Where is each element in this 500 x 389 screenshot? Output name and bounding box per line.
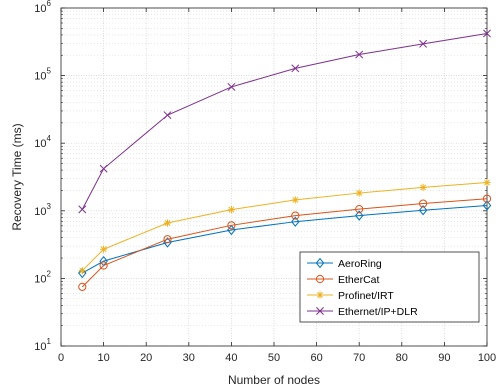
data-point-ethercat: [78, 282, 87, 291]
series-ethercat: [78, 194, 492, 291]
y-tick-label: 104: [34, 134, 51, 150]
data-point-ethernet-ip-dlr: [419, 39, 428, 48]
legend-marker-ethernet-ip-dlr: [316, 307, 324, 315]
data-point-ethercat: [163, 235, 172, 244]
x-tick-label: 40: [225, 352, 237, 364]
data-point-profinet-irt: [483, 178, 491, 187]
data-point-ethercat: [355, 204, 364, 214]
y-tick-label: 101: [34, 337, 51, 353]
data-point-aeroring: [418, 205, 428, 216]
data-point-ethercat: [227, 221, 236, 230]
x-axis-label: Number of nodes: [228, 373, 320, 387]
grid: [60, 7, 488, 347]
data-point-profinet-irt: [227, 206, 235, 214]
legend: AeroRing EtherCat Profinet/IRT Ethernet/IP+…: [299, 251, 480, 323]
x-tick-label: 50: [268, 352, 280, 364]
series-line-profinet-irt: [81, 182, 488, 272]
series-line-ethernet-ip-dlr: [81, 32, 488, 210]
y-tick-label: 106: [34, 0, 51, 15]
data-point-profinet-irt: [419, 183, 427, 191]
x-tick-label: 20: [140, 352, 152, 364]
legend-label-profinet-irt: Profinet/IRT: [338, 290, 394, 302]
series-profinet-irt: [78, 178, 491, 275]
x-tick-label: 60: [310, 352, 322, 364]
data-point-aeroring: [163, 237, 172, 248]
data-point-ethernet-ip-dlr: [483, 29, 491, 38]
legend-marker-profinet-irt: [316, 291, 324, 299]
x-tick-label: 80: [396, 352, 408, 364]
series-line-aeroring: [82, 204, 488, 274]
series-layer: [78, 29, 492, 291]
x-tick-label: 100: [478, 352, 496, 364]
legend-box: [299, 251, 480, 323]
legend-label-ethercat: EtherCat: [338, 274, 380, 286]
x-tick-label: 0: [58, 352, 64, 364]
data-point-ethernet-ip-dlr: [99, 164, 108, 173]
legend-item-profinet-irt: Profinet/IRT: [307, 290, 394, 302]
data-point-ethercat: [291, 211, 300, 220]
x-tick-label: 90: [438, 352, 450, 364]
series-ethernet-ip-dlr: [78, 29, 491, 214]
x-tick-label: 10: [97, 352, 109, 364]
legend-item-ethernet-ip-dlr: Ethernet/IP+DLR: [307, 306, 418, 318]
legend-label-aeroring: AeroRing: [338, 258, 382, 270]
data-point-profinet-irt: [355, 189, 363, 197]
series-line-ethercat: [81, 198, 488, 288]
data-point-ethercat: [482, 194, 492, 203]
legend-item-aeroring: AeroRing: [307, 258, 382, 270]
legend-marker-ethercat: [315, 274, 325, 284]
axes: 0 10 20 30 40 50 60 70 80 90 100 101 102 103 104 105 106: [34, 0, 496, 364]
data-point-ethernet-ip-dlr: [355, 50, 364, 59]
x-tick-label: 30: [183, 352, 195, 364]
y-tick-label: 103: [34, 202, 51, 218]
legend-label-ethernet-ip-dlr: Ethernet/IP+DLR: [338, 306, 418, 318]
y-axis-label: Recovery Time (ms): [10, 123, 24, 230]
data-point-profinet-irt: [100, 245, 108, 253]
data-point-ethercat: [419, 199, 428, 208]
legend-marker-aeroring: [315, 257, 325, 269]
data-point-profinet-irt: [291, 196, 299, 204]
data-point-profinet-irt: [78, 267, 86, 275]
legend-item-ethercat: EtherCat: [307, 274, 380, 286]
data-point-ethernet-ip-dlr: [227, 82, 236, 91]
data-point-aeroring: [354, 210, 364, 221]
y-tick-label: 102: [34, 269, 51, 285]
data-point-aeroring: [78, 267, 87, 279]
data-point-aeroring: [291, 216, 300, 227]
data-point-ethernet-ip-dlr: [163, 111, 172, 120]
data-point-ethernet-ip-dlr: [291, 64, 300, 73]
x-tick-label: 70: [353, 352, 365, 364]
data-point-aeroring: [482, 200, 492, 211]
data-point-ethercat: [99, 261, 108, 270]
data-point-ethernet-ip-dlr: [78, 205, 87, 214]
data-point-profinet-irt: [163, 219, 172, 227]
series-aeroring: [78, 200, 492, 279]
y-tick-label: 105: [34, 67, 51, 83]
